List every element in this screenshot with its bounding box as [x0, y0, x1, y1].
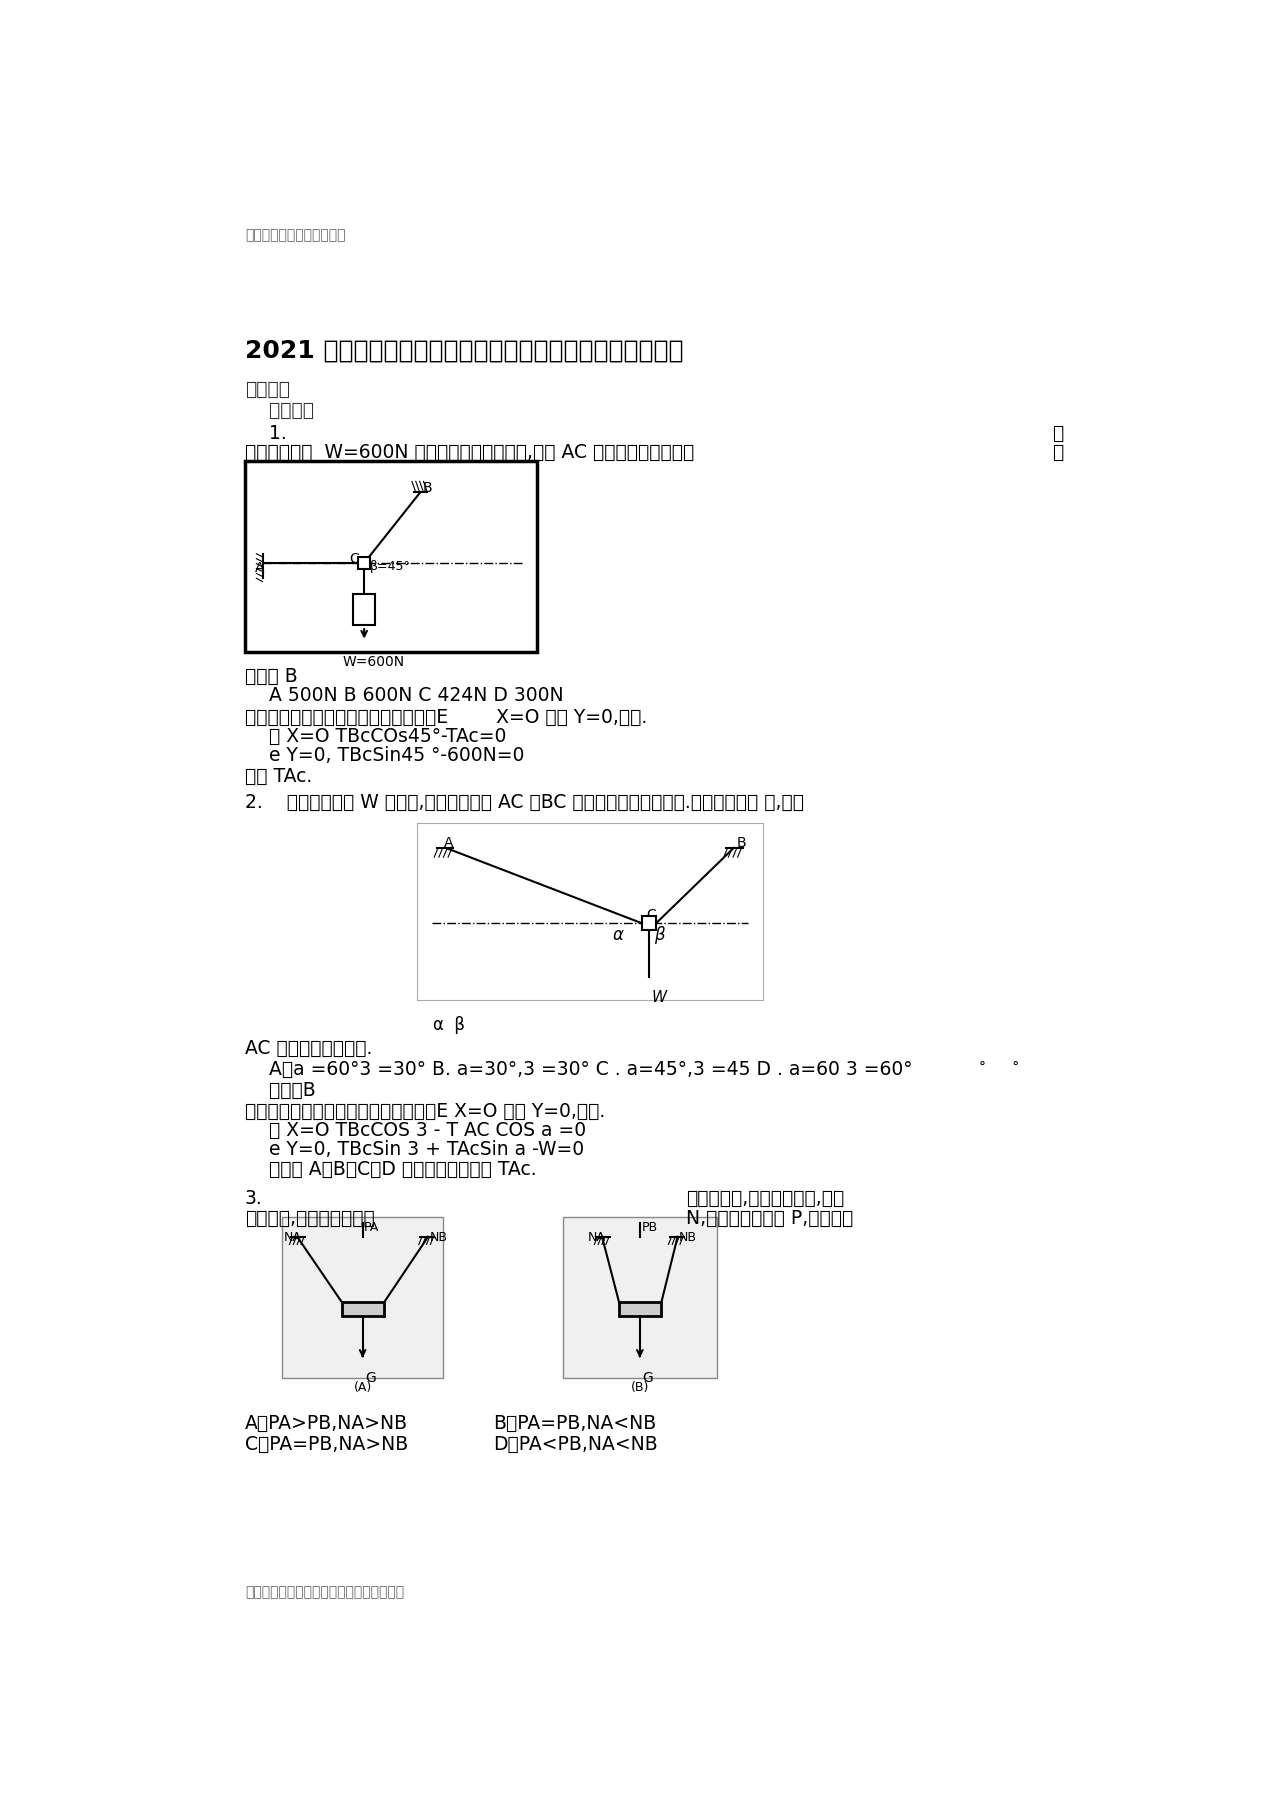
Text: B．PA=PB,NA<NB: B．PA=PB,NA<NB: [493, 1414, 657, 1432]
Text: 30°: 30°: [645, 1304, 664, 1313]
Text: 45°: 45°: [367, 1304, 387, 1313]
Text: ）: ）: [1052, 442, 1063, 462]
Text: 习 X=O TBcCOS 3 - T AC COS a =0: 习 X=O TBcCOS 3 - T AC COS a =0: [245, 1122, 586, 1140]
Text: G: G: [364, 1371, 376, 1385]
Text: NA: NA: [283, 1230, 301, 1243]
Text: 分别将 A、B、C、D 选项角度代入求解 TAc.: 分别将 A、B、C、D 选项角度代入求解 TAc.: [245, 1160, 536, 1178]
Text: (A): (A): [353, 1382, 372, 1394]
Bar: [353, 594, 375, 624]
Text: 2021 二级建造师建筑工程管理与实务考试重点讲义（讲解）: 2021 二级建造师建筑工程管理与实务考试重点讲义（讲解）: [245, 337, 683, 363]
Text: C．PA=PB,NA>NB: C．PA=PB,NA>NB: [245, 1436, 408, 1454]
Text: 以上资料仅供参考，如有侵权，留言删除！: 以上资料仅供参考，如有侵权，留言删除！: [245, 1586, 404, 1600]
Text: β=45°: β=45°: [371, 559, 412, 574]
Text: 答案： B: 答案： B: [245, 667, 298, 686]
Bar: [619, 1302, 661, 1317]
Text: β: β: [654, 927, 664, 945]
Text: 45°: 45°: [344, 1304, 363, 1313]
Text: α  β: α β: [433, 1016, 465, 1034]
Text: 习 X=O TBcCOs45°-TAc=0: 习 X=O TBcCOs45°-TAc=0: [245, 727, 506, 747]
Bar: [341, 1302, 385, 1317]
Text: W: W: [651, 990, 666, 1005]
Text: 练习题：: 练习题：: [245, 400, 313, 420]
Text: 下图重量为了  W=600N 的物体由两根绳索悬吊,绳索 AC 的拉力为了何值？（: 下图重量为了 W=600N 的物体由两根绳索悬吊,绳索 AC 的拉力为了何值？（: [245, 442, 694, 462]
Text: 1.: 1.: [245, 424, 287, 444]
Text: 30°: 30°: [620, 1304, 640, 1313]
Bar: [245, 462, 538, 653]
Text: 求解 TAc.: 求解 TAc.: [245, 767, 312, 787]
Text: (B): (B): [631, 1382, 648, 1394]
Text: e Y=0, TBcSin45 °-600N=0: e Y=0, TBcSin45 °-600N=0: [245, 747, 524, 765]
Text: 下图所示,斜索中拉力为了: 下图所示,斜索中拉力为了: [245, 1209, 375, 1229]
Text: PB: PB: [641, 1221, 657, 1234]
Text: 建筑力学: 建筑力学: [245, 379, 289, 399]
Bar: [642, 916, 656, 931]
Text: °      °: ° °: [978, 1061, 1019, 1075]
Text: G: G: [642, 1371, 652, 1385]
Text: B: B: [736, 835, 747, 850]
Text: PA: PA: [364, 1221, 380, 1234]
Text: A．PA>PB,NA>NB: A．PA>PB,NA>NB: [245, 1414, 408, 1432]
Text: 分析：利用平面汇交力系的平衡条件：E X=O 和习 Y=0,求解.: 分析：利用平面汇交力系的平衡条件：E X=O 和习 Y=0,求解.: [245, 1102, 605, 1120]
Text: 2.    一个重量为了 W 的物体,通过两根绳索 AC 和BC 悬吊（如以下图所示）.以下四种情况 中,绳索: 2. 一个重量为了 W 的物体,通过两根绳索 AC 和BC 悬吊（如以下图所示）…: [245, 792, 804, 812]
Text: N,总吊索拉力为了 P,那么（）: N,总吊索拉力为了 P,那么（）: [685, 1209, 854, 1229]
Text: A．a =60°3 =30° B. a=30°,3 =30° C . a=45°,3 =45 D . a=60 3 =60°: A．a =60°3 =30° B. a=30°,3 =30° C . a=45°…: [245, 1061, 912, 1079]
Bar: [563, 1218, 717, 1378]
Bar: [358, 557, 371, 568]
Text: 如: 如: [1052, 424, 1063, 444]
Text: NB: NB: [679, 1230, 697, 1243]
Text: 答案：B: 答案：B: [245, 1081, 316, 1100]
Text: AC 拉力最大的是（）.: AC 拉力最大的是（）.: [245, 1039, 372, 1057]
Text: A: A: [445, 835, 454, 850]
Text: 分析：利用平面汇交力系的平衡条件：E        X=O 和习 Y=0,求解.: 分析：利用平面汇交力系的平衡条件：E X=O 和习 Y=0,求解.: [245, 707, 647, 727]
Text: A 500N B 600N C 424N D 300N: A 500N B 600N C 424N D 300N: [245, 686, 563, 705]
Text: B: B: [423, 482, 432, 496]
Text: C: C: [349, 552, 358, 566]
Text: NA: NA: [589, 1230, 606, 1243]
Text: D．PA<PB,NA<NB: D．PA<PB,NA<NB: [493, 1436, 659, 1454]
Text: NB: NB: [429, 1230, 447, 1243]
Text: A: A: [255, 561, 264, 575]
Text: α: α: [612, 927, 623, 945]
Text: W=600N: W=600N: [343, 655, 405, 669]
Text: e Y=0, TBcSin 3 + TAcSin a -W=0: e Y=0, TBcSin 3 + TAcSin a -W=0: [245, 1140, 583, 1160]
Bar: [417, 823, 763, 1001]
Bar: [282, 1218, 443, 1378]
Text: 3.: 3.: [245, 1189, 262, 1209]
Text: 吊同一重物,斜索夹角不同,如以: 吊同一重物,斜索夹角不同,如以: [685, 1189, 845, 1209]
Text: 精品资料，欢迎大家下载！: 精品资料，欢迎大家下载！: [245, 227, 345, 242]
Text: C: C: [646, 907, 656, 922]
